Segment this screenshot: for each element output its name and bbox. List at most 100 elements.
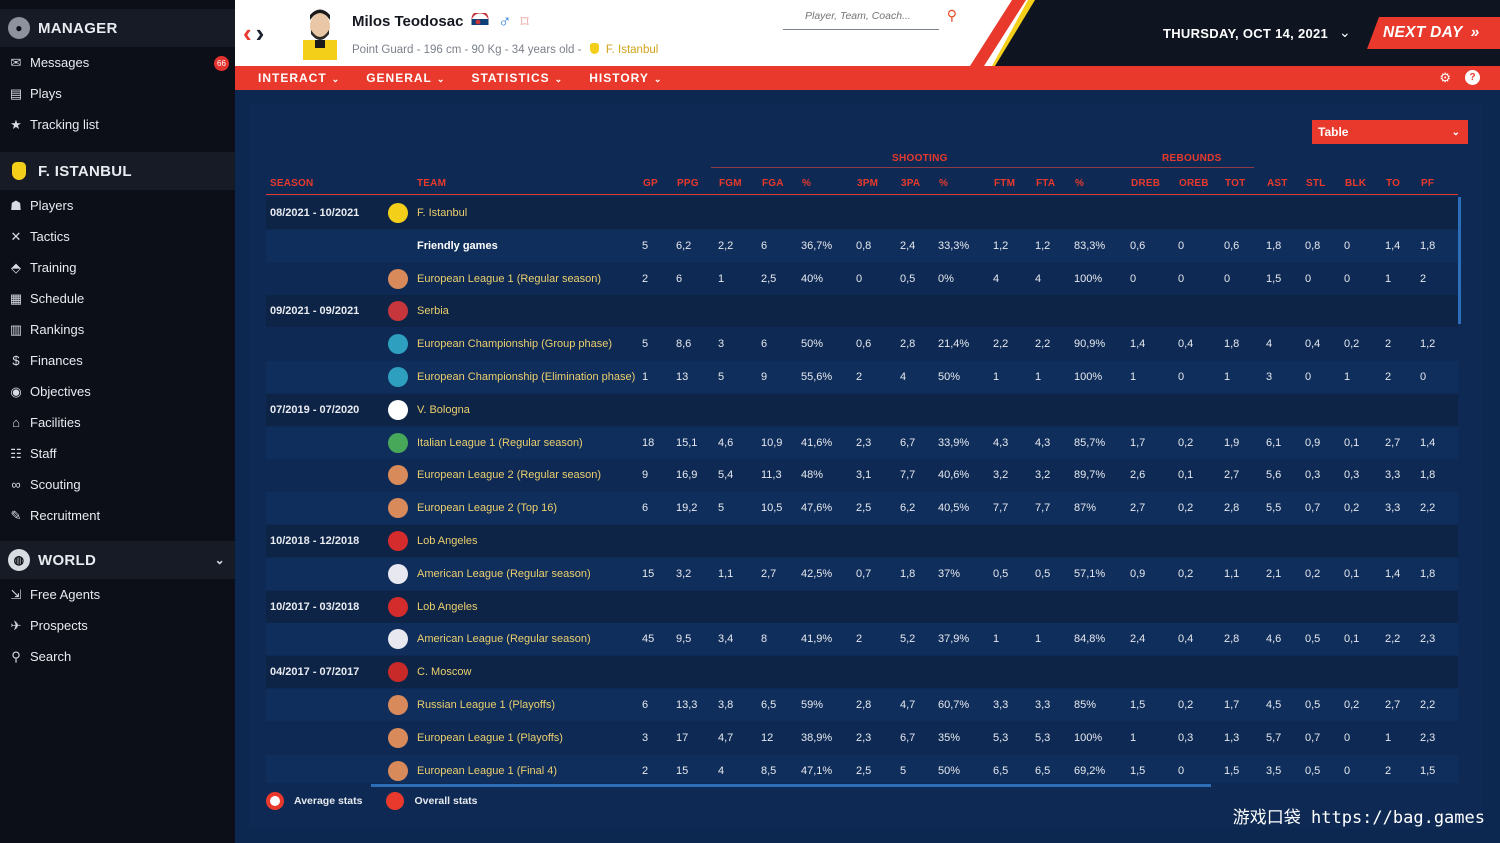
- sidebar-item-messages[interactable]: ✉ Messages 66: [0, 47, 235, 78]
- table-row[interactable]: European League 1 (Final 4) 2 15 4 8,5 47,1% 2…: [266, 754, 1458, 783]
- table-row[interactable]: European Championship (Elimination phase…: [266, 361, 1458, 393]
- table-row[interactable]: European League 2 (Top 16) 6 19,2 5 10,5 47,6…: [266, 492, 1458, 525]
- overall-stats-radio[interactable]: [386, 792, 405, 810]
- table-row[interactable]: European League 1 (Playoffs) 3 17 4,7 12 38,9…: [266, 721, 1458, 754]
- table-row[interactable]: American League (Regular season) 15 3,2 1,1…: [266, 557, 1458, 590]
- column-header[interactable]: BLK: [1345, 178, 1367, 189]
- next-day-button[interactable]: NEXT DAY »: [1367, 17, 1500, 49]
- season-row[interactable]: 10/2017 - 03/2018 Lob Angeles: [266, 590, 1458, 623]
- sidebar-item-recruitment[interactable]: ✎ Recruitment: [0, 500, 235, 531]
- sidebar-item-schedule[interactable]: ▦ Schedule: [0, 283, 235, 314]
- sidebar-item-staff[interactable]: ☷ Staff: [0, 438, 235, 469]
- stat-cell: 2: [642, 764, 649, 777]
- sidebar-item-finances[interactable]: $ Finances: [0, 345, 235, 376]
- table-row[interactable]: European League 1 (Regular season) 2 6 1 2,5…: [266, 262, 1458, 295]
- team-link[interactable]: F. Istanbul: [417, 207, 468, 219]
- stat-cell: 6: [761, 239, 768, 252]
- stat-cell: 40,5%: [938, 502, 970, 515]
- stat-cell: 69,2%: [1074, 764, 1106, 777]
- stat-cell: 4: [1035, 272, 1042, 285]
- horizontal-scrollbar[interactable]: [371, 784, 1211, 787]
- table-row[interactable]: American League (Regular season) 45 9,5 3,4…: [266, 623, 1458, 656]
- sidebar-item-objectives[interactable]: ◉ Objectives: [0, 376, 235, 407]
- team-link[interactable]: V. Bologna: [417, 403, 470, 416]
- menu-statistics[interactable]: STATISTICS ⌄: [471, 71, 563, 85]
- stat-cell: 1,2: [1420, 338, 1436, 351]
- average-stats-radio[interactable]: [266, 792, 284, 810]
- sidebar-item-training[interactable]: ⬘ Training: [0, 252, 235, 283]
- sidebar-item-facilities[interactable]: ⌂ Facilities: [0, 407, 235, 438]
- menu-interact[interactable]: INTERACT ⌄: [258, 71, 340, 85]
- world-section[interactable]: ◍ WORLD ⌄: [0, 541, 235, 579]
- column-header[interactable]: PPG: [677, 178, 699, 189]
- team-link[interactable]: C. Moscow: [417, 666, 472, 679]
- column-header[interactable]: FTA: [1036, 178, 1056, 189]
- season-row[interactable]: 09/2021 - 09/2021 Serbia: [266, 295, 1458, 328]
- column-header[interactable]: %: [1075, 178, 1085, 189]
- column-header[interactable]: 3PM: [857, 178, 879, 189]
- column-header[interactable]: PF: [1421, 178, 1435, 189]
- season-row[interactable]: 07/2019 - 07/2020 V. Bologna: [266, 393, 1458, 426]
- sidebar-item-tracking-list[interactable]: ★ Tracking list: [0, 109, 235, 140]
- sidebar-item-players[interactable]: ☗ Players: [0, 190, 235, 221]
- column-header[interactable]: SEASON: [270, 178, 314, 189]
- season-row[interactable]: 04/2017 - 07/2017 C. Moscow: [266, 656, 1458, 689]
- table-row[interactable]: European Championship (Group phase) 5 8,6 3…: [266, 328, 1458, 361]
- stat-cell: 2,3: [1420, 731, 1436, 744]
- sidebar-item-free-agents[interactable]: ⇲ Free Agents: [0, 579, 235, 610]
- table-row[interactable]: Italian League 1 (Regular season) 18 15,1 4…: [266, 426, 1458, 459]
- menu-history[interactable]: HISTORY ⌄: [589, 71, 662, 85]
- column-header[interactable]: FGA: [762, 178, 784, 189]
- table-row[interactable]: Russian League 1 (Playoffs) 6 13,3 3,8 6,5 59…: [266, 689, 1458, 721]
- column-header[interactable]: GP: [643, 178, 658, 189]
- table-row[interactable]: Friendly games 5 6,2 2,2 6 36,7% 0,8 2,4 33,3% 1,…: [266, 229, 1458, 262]
- vertical-scrollbar[interactable]: [1458, 197, 1461, 324]
- sidebar-item-prospects[interactable]: ✈ Prospects: [0, 610, 235, 641]
- sidebar-item-plays[interactable]: ▤ Plays: [0, 78, 235, 109]
- column-header[interactable]: 3PA: [901, 178, 921, 189]
- stat-cell: 5,3: [993, 731, 1009, 744]
- date-dropdown-icon[interactable]: ⌄: [1339, 24, 1351, 40]
- column-header[interactable]: FTM: [994, 178, 1016, 189]
- menu-general[interactable]: GENERAL ⌄: [366, 71, 445, 85]
- sidebar-item-search[interactable]: ⚲ Search: [0, 641, 235, 672]
- season-row[interactable]: 10/2018 - 12/2018 Lob Angeles: [266, 525, 1458, 557]
- sidebar-item-tactics[interactable]: ✕ Tactics: [0, 221, 235, 252]
- team-link[interactable]: Lob Angeles: [417, 535, 478, 547]
- manager-section[interactable]: ● MANAGER: [0, 9, 235, 47]
- chevron-down-icon[interactable]: ⌄: [214, 553, 225, 567]
- column-header[interactable]: FGM: [719, 178, 742, 189]
- column-header[interactable]: DREB: [1131, 178, 1161, 189]
- competition-logo-icon: [388, 367, 408, 387]
- column-header[interactable]: STL: [1306, 178, 1326, 189]
- sidebar-item-rankings[interactable]: ▥ Rankings: [0, 314, 235, 345]
- season-row[interactable]: 08/2021 - 10/2021 F. Istanbul: [266, 197, 1458, 229]
- sidebar-item-label: Prospects: [30, 618, 88, 633]
- table-row[interactable]: European League 2 (Regular season) 9 16,9 5…: [266, 459, 1458, 492]
- competition-label: European League 1 (Regular season): [417, 272, 602, 285]
- column-header[interactable]: TEAM: [417, 178, 447, 189]
- column-header[interactable]: OREB: [1179, 178, 1209, 189]
- stat-cell: 1,4: [1420, 436, 1436, 449]
- gear-icon[interactable]: ⚙: [1439, 70, 1451, 85]
- back-arrow-icon[interactable]: ‹: [243, 18, 252, 48]
- stat-cell: 4,3: [993, 436, 1009, 449]
- search-icon[interactable]: ⚲: [946, 7, 957, 23]
- team-link[interactable]: Serbia: [417, 305, 449, 318]
- column-header[interactable]: TO: [1386, 178, 1401, 189]
- forward-arrow-icon[interactable]: ›: [255, 18, 265, 48]
- stat-cell: 1,7: [1130, 436, 1146, 449]
- stat-cell: 1,4: [1385, 239, 1401, 252]
- player-club-link[interactable]: F. Istanbul: [605, 44, 659, 56]
- view-select[interactable]: Table ⌄: [1312, 120, 1468, 144]
- search-input[interactable]: [783, 6, 923, 26]
- column-header[interactable]: %: [802, 178, 812, 189]
- club-section[interactable]: F. ISTANBUL: [0, 152, 235, 190]
- column-header[interactable]: TOT: [1225, 178, 1246, 189]
- bookmark-icon[interactable]: ⌑: [520, 13, 529, 31]
- team-link[interactable]: Lob Angeles: [417, 600, 478, 613]
- sidebar-item-scouting[interactable]: ∞ Scouting: [0, 469, 235, 500]
- help-icon[interactable]: ?: [1465, 70, 1480, 85]
- column-header[interactable]: AST: [1267, 178, 1288, 189]
- column-header[interactable]: %: [939, 178, 949, 189]
